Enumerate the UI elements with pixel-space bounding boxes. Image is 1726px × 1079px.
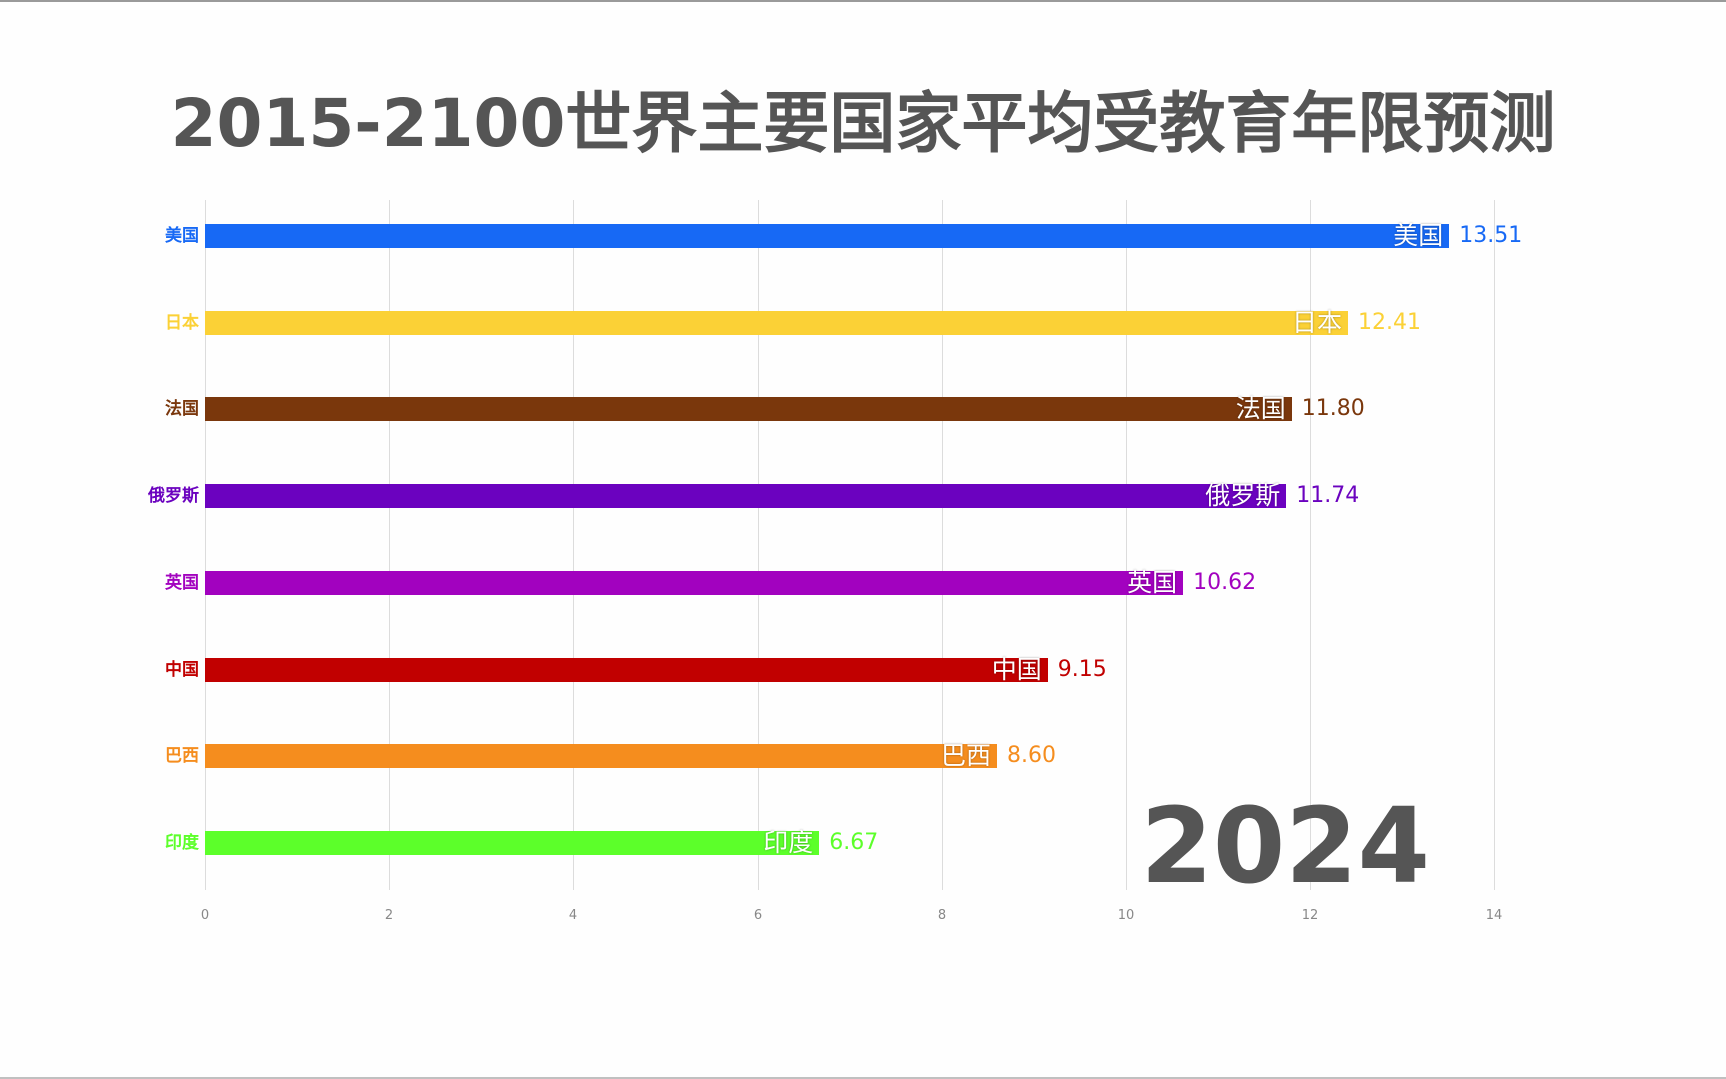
bar-row: 俄罗斯 俄罗斯 11.74 <box>148 481 1359 510</box>
x-tick-label: 10 <box>1117 908 1135 923</box>
value-label: 8.60 <box>1007 743 1057 769</box>
top-border <box>0 0 1726 2</box>
bar: 英国 <box>205 568 1184 597</box>
y-axis-label: 英国 <box>165 572 199 593</box>
gridline <box>1494 200 1495 890</box>
plot-area: 0 2 4 6 8 10 12 14 美国 美国 13.51 日本 日本 12.41 法国 法国 11.80 俄罗… <box>148 200 1522 923</box>
bar-inner-label: 美国 <box>1393 221 1444 250</box>
bar: 日本 <box>205 308 1348 337</box>
bar: 美国 <box>205 221 1450 250</box>
bar-row: 日本 日本 12.41 <box>165 308 1421 337</box>
bar-inner-label: 法国 <box>1235 394 1286 424</box>
x-tick-label: 12 <box>1301 908 1319 923</box>
bar: 俄罗斯 <box>205 481 1287 510</box>
bottom-border <box>0 1077 1726 1079</box>
bar-row: 法国 法国 11.80 <box>165 394 1365 423</box>
bar-inner-label: 印度 <box>763 827 814 857</box>
gridline <box>205 200 206 890</box>
gridline <box>758 200 759 890</box>
value-label: 6.67 <box>829 829 879 855</box>
value-label: 13.51 <box>1459 223 1523 248</box>
gridline <box>573 200 574 890</box>
y-axis-label: 法国 <box>165 399 199 420</box>
gridline <box>1126 200 1127 890</box>
value-label: 11.74 <box>1296 483 1360 509</box>
bar-inner-label: 巴西 <box>941 741 992 771</box>
value-label: 12.41 <box>1357 309 1421 335</box>
gridline <box>942 200 943 890</box>
chart-title: 2015-2100世界主要国家平均受教育年限预测 <box>170 85 1556 162</box>
bar: 中国 <box>205 655 1048 684</box>
value-label: 11.80 <box>1301 396 1365 422</box>
bar-inner-label: 中国 <box>991 654 1042 684</box>
y-axis-label: 巴西 <box>165 746 199 767</box>
x-tick-label: 6 <box>753 908 763 923</box>
x-tick-label: 2 <box>384 908 394 923</box>
bar-row: 美国 美国 13.51 <box>165 221 1522 250</box>
bar: 印度 <box>205 828 820 857</box>
bar: 法国 <box>205 394 1292 423</box>
bar-inner-label: 英国 <box>1127 567 1178 597</box>
x-tick-label: 14 <box>1485 908 1503 923</box>
gridline <box>1310 200 1311 890</box>
bar: 巴西 <box>205 741 998 770</box>
value-label: 9.15 <box>1057 656 1107 682</box>
bar-inner-label: 俄罗斯 <box>1205 481 1281 511</box>
bar-row: 印度 印度 6.67 <box>165 828 878 857</box>
gridline <box>389 200 390 890</box>
bar-inner-label: 日本 <box>1291 307 1342 337</box>
bar-row: 中国 中国 9.15 <box>165 655 1107 684</box>
x-tick-label: 4 <box>568 908 578 923</box>
y-axis-label: 中国 <box>165 659 199 680</box>
x-tick-label: 0 <box>200 908 210 923</box>
y-axis-label: 美国 <box>165 226 199 246</box>
bar-row: 巴西 巴西 8.60 <box>165 741 1056 770</box>
y-axis-label: 日本 <box>165 312 199 333</box>
value-label: 10.62 <box>1193 569 1257 595</box>
x-tick-label: 8 <box>937 908 947 923</box>
bar-row: 英国 英国 10.62 <box>165 568 1256 597</box>
y-axis-label: 印度 <box>165 832 199 853</box>
year-label: 2024 <box>1140 785 1430 907</box>
y-axis-label: 俄罗斯 <box>148 486 199 507</box>
